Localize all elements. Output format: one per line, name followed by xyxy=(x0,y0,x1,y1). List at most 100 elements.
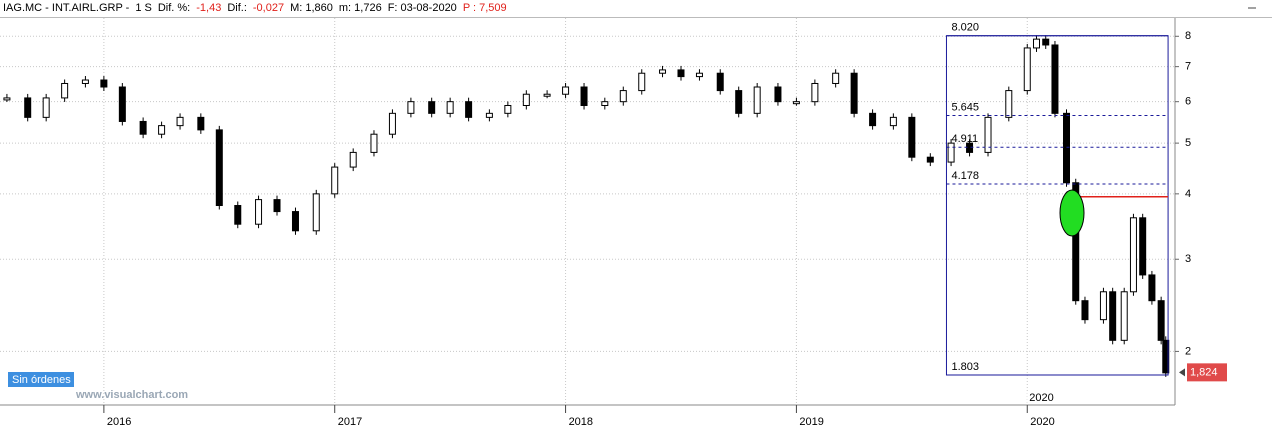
candle xyxy=(774,86,782,103)
price-tag-label: 1,824 xyxy=(1190,366,1218,378)
x-tick-label: 2018 xyxy=(569,416,593,428)
status-label: Sin órdenes xyxy=(12,374,71,386)
status-box xyxy=(8,372,74,387)
candle xyxy=(1005,90,1013,118)
candle xyxy=(291,211,299,232)
candle xyxy=(659,69,667,74)
candle xyxy=(1148,274,1156,302)
header-item: 1 S xyxy=(135,2,152,14)
candle xyxy=(522,93,530,106)
header-bar: IAG.MC - INT.AIRL.GRP - 1 S Dif. %: -1,43 Di… xyxy=(0,0,1272,18)
candle xyxy=(543,93,551,97)
candle xyxy=(811,82,819,103)
price-tag xyxy=(1187,363,1227,382)
candle xyxy=(465,101,473,118)
candle xyxy=(139,120,147,135)
candle xyxy=(1109,291,1117,341)
candle xyxy=(158,125,166,135)
x-tick-label: 2019 xyxy=(799,416,823,428)
fib-label: 4.911 xyxy=(951,133,978,145)
candle xyxy=(81,79,89,84)
header-item: m: 1,726 xyxy=(338,2,382,14)
price-arrow xyxy=(1179,368,1185,377)
candle xyxy=(407,101,415,114)
watermark: www.visualchart.com xyxy=(75,389,188,401)
header-item: -0,027 xyxy=(252,2,285,14)
candle xyxy=(562,86,570,95)
candle xyxy=(1099,291,1107,321)
highlight-ellipse xyxy=(1059,189,1085,237)
candle xyxy=(100,79,108,88)
x-tick-label: 2020 xyxy=(1030,416,1054,428)
y-tick-label: 6 xyxy=(1185,96,1191,108)
y-tick-label: 5 xyxy=(1185,137,1191,149)
candle xyxy=(677,69,685,78)
candle xyxy=(984,116,992,153)
header-item: M: 1,860 xyxy=(290,2,333,14)
candle xyxy=(3,97,11,101)
candle xyxy=(197,116,205,131)
candle xyxy=(176,116,184,127)
candle xyxy=(1081,300,1089,321)
candle xyxy=(792,101,800,105)
candle xyxy=(428,101,436,114)
candle xyxy=(753,86,761,114)
candle xyxy=(1162,339,1170,374)
candle xyxy=(908,116,916,158)
header-item: F: 03-08-2020 xyxy=(387,2,457,14)
candle xyxy=(580,86,588,106)
candle xyxy=(61,82,69,99)
header-item: P : 7,509 xyxy=(462,2,507,14)
candle xyxy=(215,129,223,207)
candle xyxy=(869,112,877,127)
candle xyxy=(485,112,493,118)
candle xyxy=(947,142,955,163)
candle xyxy=(1051,44,1059,114)
x-tick-label: 2017 xyxy=(338,416,362,428)
candle xyxy=(889,116,897,127)
candle xyxy=(619,90,627,103)
candle xyxy=(331,166,339,195)
candle xyxy=(349,151,357,168)
y-tick-label: 2 xyxy=(1185,345,1191,357)
candle xyxy=(312,193,320,232)
candle xyxy=(735,90,743,114)
candle xyxy=(370,133,378,153)
header-item: -1,43 xyxy=(196,2,222,14)
candle xyxy=(42,97,50,118)
y-tick-label: 3 xyxy=(1185,253,1191,265)
header-item: Dif. %: xyxy=(157,2,191,14)
candle xyxy=(1042,38,1050,46)
candle xyxy=(1157,300,1165,341)
candle xyxy=(695,72,703,78)
fib-label: 4.178 xyxy=(951,170,979,182)
candle xyxy=(926,156,934,163)
candle xyxy=(1063,112,1071,184)
fib-label: 1.803 xyxy=(951,361,979,373)
cursor-label: 2020 xyxy=(1029,392,1053,404)
header-item: Dif.: xyxy=(227,2,247,14)
x-tick-label: 2016 xyxy=(107,416,131,428)
candle xyxy=(255,199,263,225)
header-item: IAG.MC - INT.AIRL.GRP - xyxy=(3,2,130,14)
candle xyxy=(1120,291,1128,341)
candle xyxy=(601,101,609,106)
candle xyxy=(716,72,724,92)
candle xyxy=(24,97,32,118)
candle xyxy=(1072,182,1080,302)
candle xyxy=(388,112,396,135)
candle xyxy=(1032,38,1040,49)
candle xyxy=(966,142,974,153)
candle xyxy=(234,205,242,225)
candle xyxy=(118,86,126,122)
cursor-label-box xyxy=(1027,391,1058,404)
candle xyxy=(1129,217,1137,293)
candle xyxy=(1139,217,1147,276)
candle xyxy=(832,72,840,84)
fib-label: 5.645 xyxy=(951,101,979,113)
fib-label: 8.020 xyxy=(951,22,979,34)
candle xyxy=(446,101,454,114)
candle xyxy=(638,72,646,92)
